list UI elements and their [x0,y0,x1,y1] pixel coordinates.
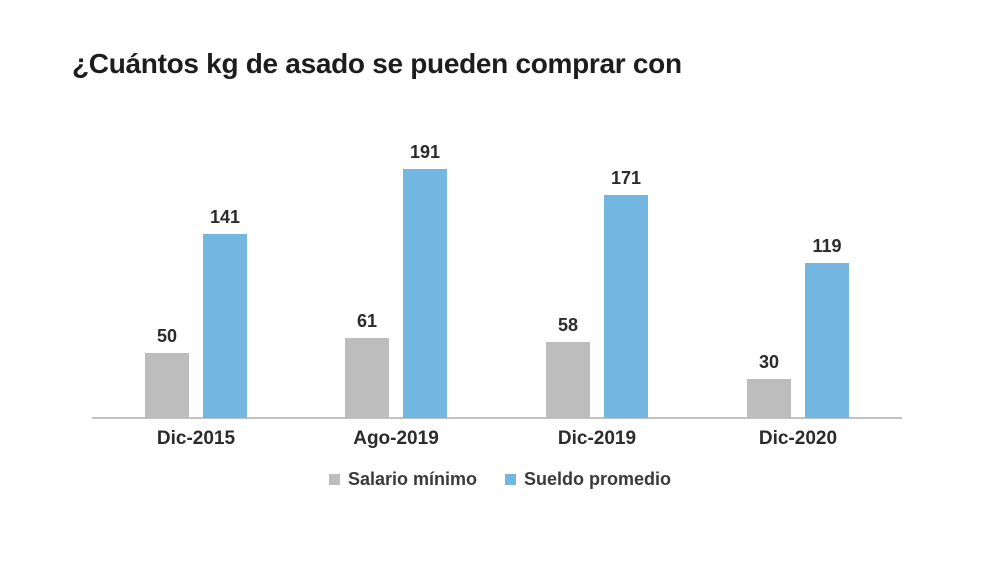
category-label: Dic-2015 [156,428,236,449]
legend-item: Sueldo promedio [505,469,671,490]
bar-sueldo-promedio [604,195,648,418]
legend-swatch-icon [505,474,517,485]
value-label: 171 [610,168,642,188]
category-label: Dic-2020 [758,428,838,449]
legend-label: Salario mínimo [347,469,478,489]
category-label: Dic-2019 [557,428,637,449]
bar-sueldo-promedio [203,234,247,418]
bar-salario-minimo [747,379,791,418]
bar-sueldo-promedio [403,169,447,418]
value-label: 191 [409,142,441,162]
value-label: 50 [156,326,178,346]
legend-item: Salario mínimo [328,469,478,490]
value-label: 30 [758,352,780,372]
legend-swatch-icon [328,474,340,485]
value-label: 61 [356,311,378,331]
value-label: 119 [812,236,842,256]
legend-label: Sueldo promedio [524,469,672,489]
value-label: 141 [209,207,241,227]
value-label: 58 [557,315,579,335]
legend: Salario mínimo Sueldo promedio [0,469,1000,490]
bar-salario-minimo [546,342,590,418]
bar-sueldo-promedio [805,263,849,418]
bar-salario-minimo [145,353,189,418]
bar-salario-minimo [345,338,389,418]
x-axis-line [92,417,902,419]
category-label: Ago-2019 [353,428,439,449]
chart-title: ¿Cuántos kg de asado se pueden comprar c… [72,48,682,79]
